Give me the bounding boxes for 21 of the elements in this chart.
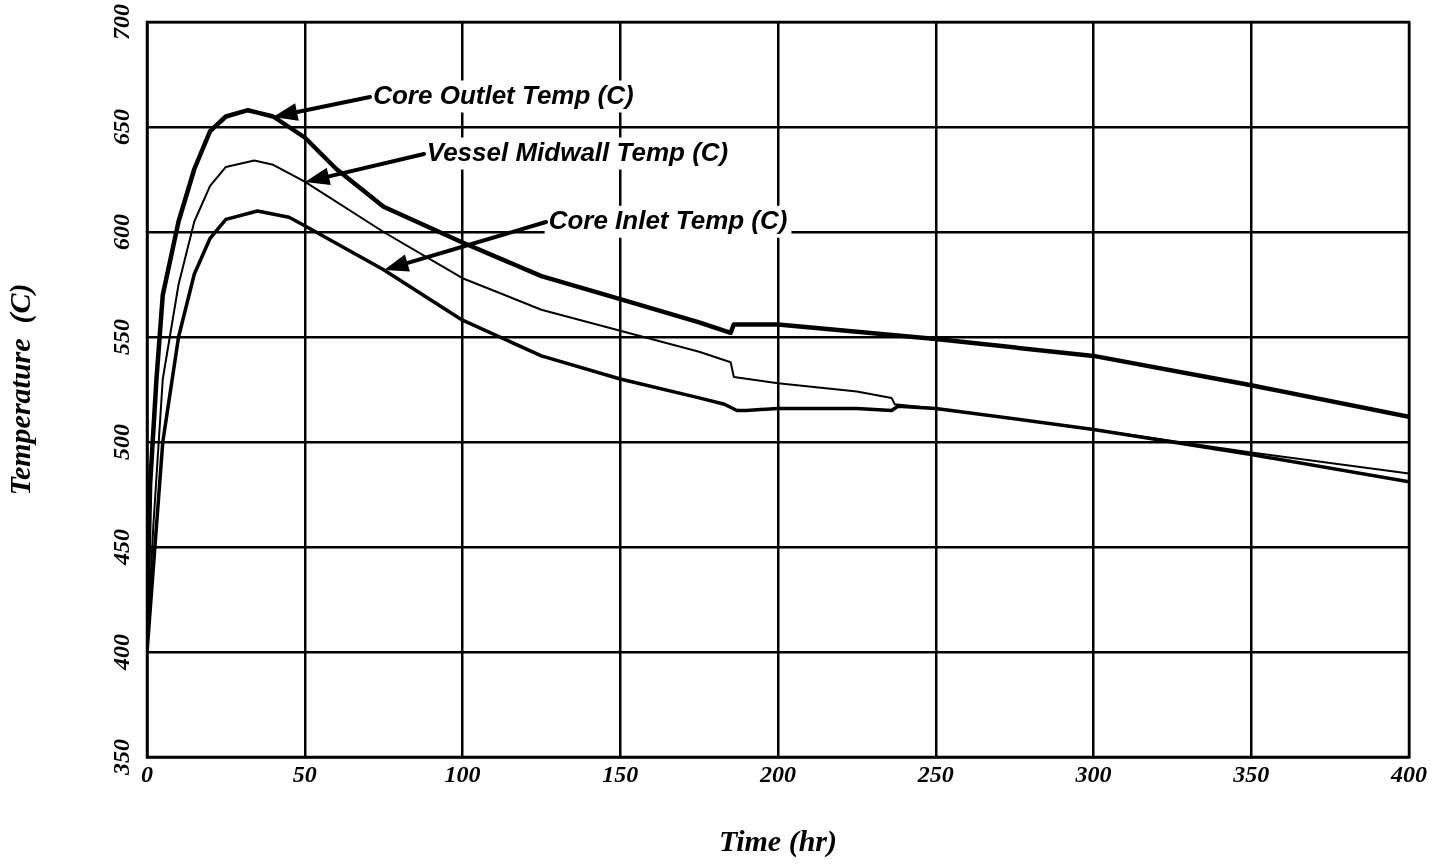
annotation: Core Inlet Temp (C)	[548, 204, 788, 235]
x-tick-label: 200	[759, 760, 796, 787]
x-tick-label: 0	[141, 760, 153, 787]
y-tick-label: 550	[108, 319, 135, 355]
y-axis-title: Temperature (C)	[2, 283, 37, 496]
x-tick-label: 400	[1390, 760, 1427, 787]
x-tick-label: 350	[1232, 760, 1270, 787]
y-tick-label: 600	[108, 214, 135, 250]
y-tick-label: 700	[108, 4, 135, 40]
x-tick-label: 300	[1074, 760, 1112, 787]
annotation: Core Outlet Temp (C)	[373, 79, 634, 110]
y-tick-label: 500	[108, 424, 135, 460]
x-tick-label: 50	[292, 760, 317, 787]
x-tick-label: 250	[916, 760, 954, 787]
x-tick-label: 100	[444, 760, 481, 787]
annotation: Vessel Midwall Temp (C)	[426, 136, 729, 167]
y-tick-label: 450	[108, 529, 135, 566]
x-tick-label: 150	[602, 760, 639, 787]
x-axis-title: Time (hr)	[718, 823, 838, 858]
y-tick-label: 650	[108, 109, 135, 145]
y-tick-label: 400	[108, 634, 135, 671]
